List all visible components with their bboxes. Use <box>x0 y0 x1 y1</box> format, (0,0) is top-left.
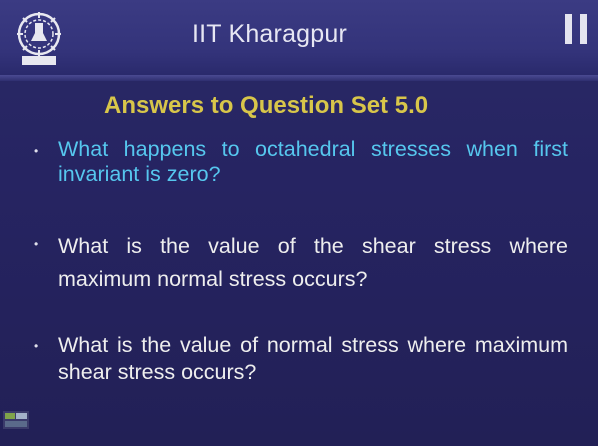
pause-bar-right <box>580 14 587 44</box>
question-1: What happens to octahedral stresses when… <box>58 137 568 186</box>
bullet-1: • <box>34 144 39 158</box>
iit-kharagpur-emblem-icon <box>17 12 61 65</box>
question-3: What is the value of normal stress where… <box>58 333 568 384</box>
question-2: What is the value of the shear stress wh… <box>58 234 568 291</box>
header-title: IIT Kharagpur <box>192 20 348 48</box>
corner-logo-icon <box>3 411 29 429</box>
bullet-2: • <box>34 237 39 251</box>
pause-icon[interactable] <box>563 14 591 44</box>
bullet-3: • <box>34 339 39 353</box>
section-title: Answers to Question Set 5.0 <box>104 92 429 119</box>
header-band <box>0 0 598 75</box>
pause-bar-left <box>565 14 572 44</box>
header-divider <box>0 75 598 81</box>
